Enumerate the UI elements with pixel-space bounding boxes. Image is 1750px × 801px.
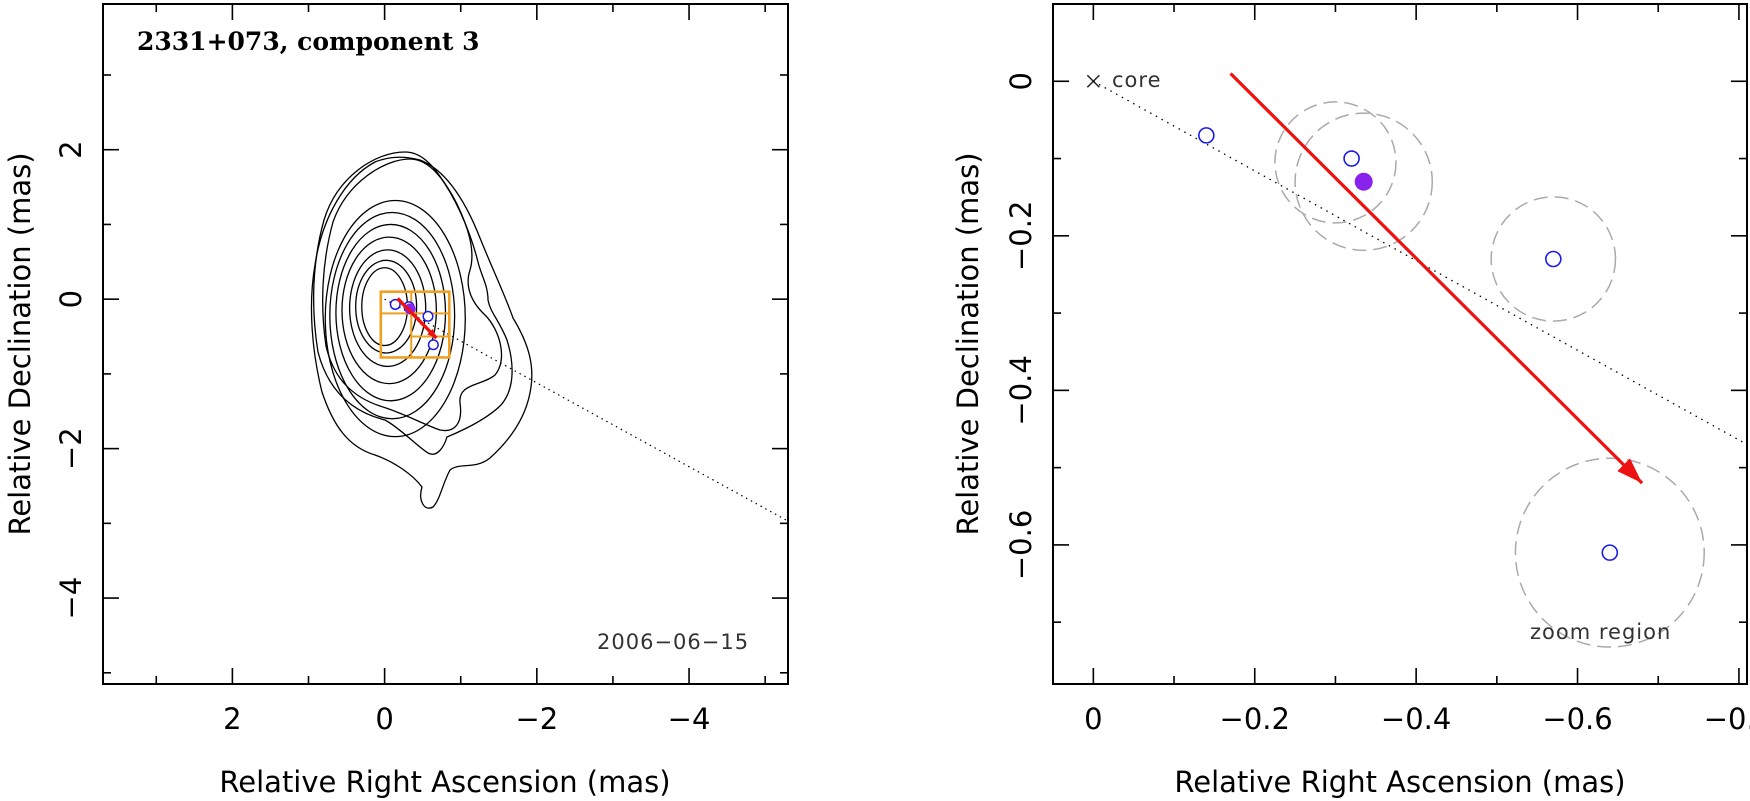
right-component-marker: [1545, 250, 1562, 268]
inner-contour: [355, 259, 418, 354]
right-y-tick-label: −0.6: [1004, 510, 1038, 580]
left-y-axis-label: Relative Declination (mas): [3, 152, 37, 535]
left-y-tick-label: −2: [54, 427, 88, 470]
right-x-tick-label: −0.8: [1704, 702, 1750, 736]
position-uncertainty-circle: [1274, 101, 1397, 224]
left-y-tick-label: 0: [54, 290, 88, 308]
right-y-tick-label: −0.2: [1004, 201, 1038, 271]
inner-contour: [361, 267, 409, 347]
right-x-tick-label: −0.6: [1542, 702, 1612, 736]
right-panel: 0 −0.2 −0.4 −0.6 −0.8 0 −0.2 −0.4 −0.6 core zoom…: [951, 3, 1750, 799]
right-motion-vector: [1229, 72, 1644, 485]
right-component-marker: [1343, 150, 1360, 167]
left-contours: [310, 151, 533, 509]
left-jet-axis-line: [384, 298, 789, 522]
left-x-axis-label: Relative Right Ascension (mas): [219, 765, 670, 799]
observation-date-label: 2006−06−15: [597, 630, 749, 654]
left-x-tick-label: 0: [375, 702, 393, 736]
right-component-marker: [1198, 127, 1215, 144]
position-uncertainty-circle: [1490, 196, 1617, 322]
inner-contour: [324, 199, 466, 438]
right-motion-vector-arrowhead: [1617, 458, 1643, 484]
left-motion-vector: [396, 297, 438, 340]
left-chart-title: 2331+073, component 3: [137, 27, 480, 56]
outer-contour: [310, 156, 533, 509]
left-motion-vector-arrowhead: [427, 328, 437, 339]
left-x-tick-label: 2: [223, 702, 241, 736]
left-plot-frame: [102, 3, 789, 685]
left-ticks: 2 0 −2 −4 2 0 −2 −4: [54, 4, 788, 736]
inner-contour: [341, 236, 438, 385]
right-x-tick-label: 0: [1084, 702, 1102, 736]
left-x-tick-label: −2: [515, 702, 558, 736]
right-x-tick-label: −0.4: [1381, 702, 1451, 736]
inner-contour: [348, 249, 427, 368]
right-x-tick-label: −0.2: [1220, 702, 1290, 736]
right-marks: [1086, 72, 1748, 648]
core-label: core: [1112, 68, 1162, 92]
position-uncertainty-circle: [1514, 457, 1705, 648]
right-y-tick-label: 0: [1004, 72, 1038, 90]
right-component-marker-filled: [1354, 172, 1373, 191]
left-y-tick-label: 2: [54, 140, 88, 158]
inner-contour: [329, 211, 456, 420]
left-y-tick-label: −4: [54, 577, 88, 620]
left-marks: [379, 290, 789, 522]
right-y-tick-label: −0.4: [1004, 355, 1038, 425]
left-panel: 2 0 −2 −4 2 0 −2 −4 2331+073, component 3 2006−…: [3, 3, 789, 799]
right-x-axis-label: Relative Right Ascension (mas): [1174, 765, 1625, 799]
left-x-tick-label: −4: [668, 702, 711, 736]
right-y-axis-label: Relative Declination (mas): [951, 152, 985, 535]
left-component-marker: [422, 310, 434, 322]
zoom-region-label: zoom region: [1530, 620, 1671, 644]
zoom-region-box: [379, 290, 451, 359]
position-uncertainty-circle: [1294, 112, 1434, 252]
outer-contour: [322, 158, 503, 432]
right-component-marker: [1601, 544, 1619, 561]
left-component-marker: [389, 298, 401, 310]
left-component-marker: [427, 339, 439, 351]
right-plot-frame: [1052, 3, 1748, 685]
right-ticks: 0 −0.2 −0.4 −0.6 −0.8 0 −0.2 −0.4 −0.6: [1004, 3, 1750, 736]
outer-contour: [312, 151, 513, 455]
